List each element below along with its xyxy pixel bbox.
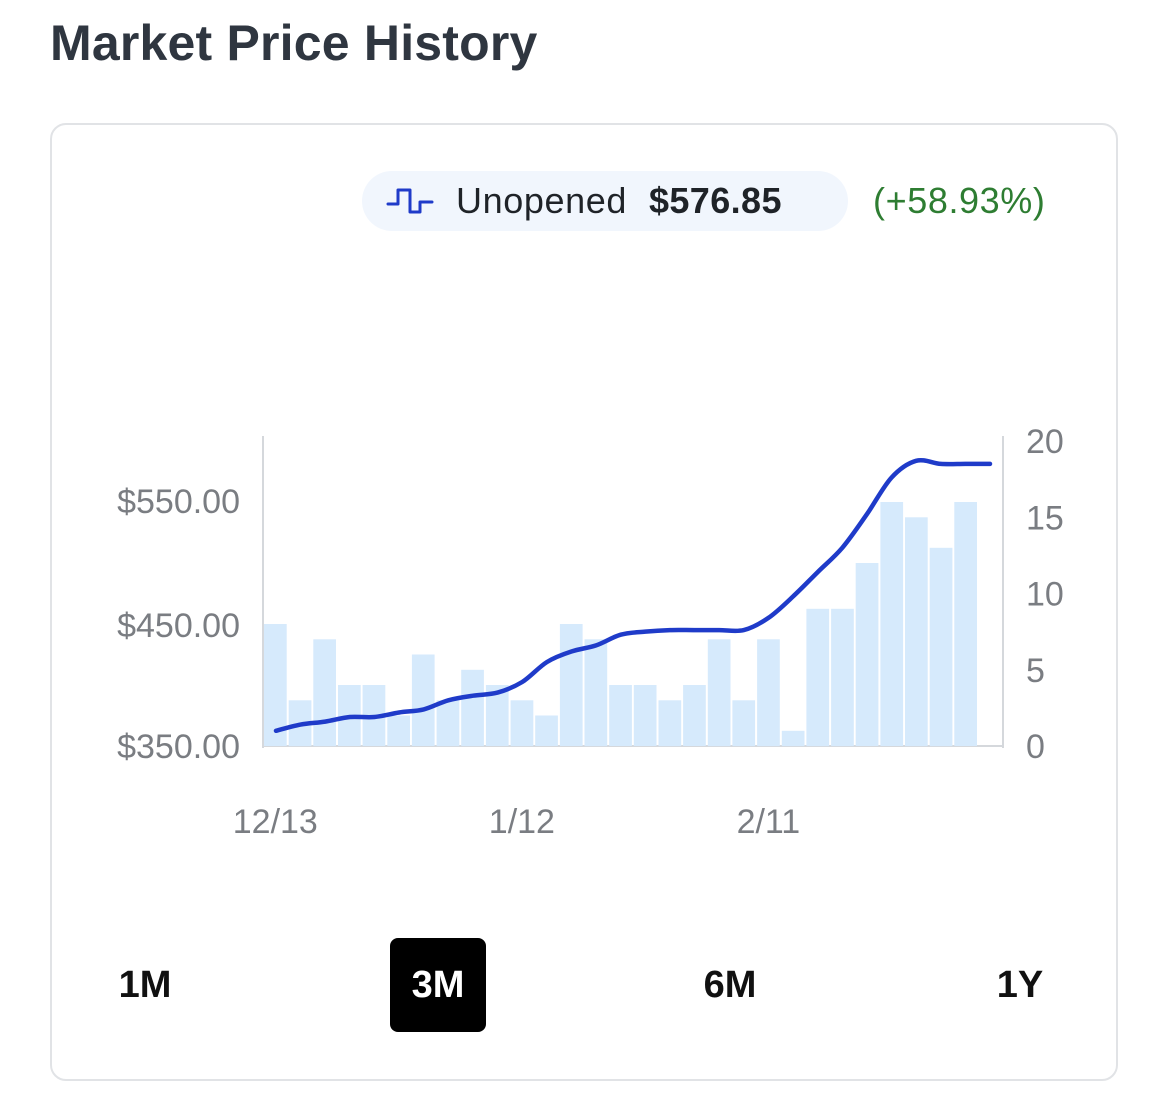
legend-series-name: Unopened (456, 180, 627, 221)
right-axis-tick-label: 20 (1026, 423, 1064, 461)
left-axis-tick-label: $550.00 (117, 483, 240, 521)
volume-bar (707, 639, 731, 747)
legend-pill: Unopened $576.85 (362, 171, 848, 231)
range-button-6m[interactable]: 6M (703, 963, 757, 1006)
volume-bar (658, 700, 682, 747)
x-axis-tick-label: 2/11 (737, 803, 801, 841)
step-line-icon (386, 188, 434, 214)
volume-bar (806, 608, 830, 747)
volume-bar (387, 715, 410, 746)
volume-bar (929, 547, 953, 747)
range-button-3m[interactable]: 3M (390, 938, 486, 1032)
volume-bar (510, 700, 534, 747)
x-axis-tick-label: 1/12 (489, 803, 555, 841)
volume-bar (313, 639, 336, 747)
volume-bar (880, 502, 904, 746)
volume-bar (411, 654, 435, 746)
right-axis-tick-label: 10 (1026, 576, 1064, 614)
legend-price: $576.85 (648, 180, 782, 221)
left-axis-tick-label: $350.00 (117, 728, 240, 766)
range-button-1y[interactable]: 1Y (996, 963, 1044, 1006)
range-button-1m[interactable]: 1M (118, 963, 172, 1006)
volume-bar (461, 669, 484, 747)
volume-bar (905, 517, 928, 747)
volume-bar (855, 563, 879, 746)
volume-bar (485, 685, 509, 746)
volume-bar (954, 502, 977, 746)
volume-bar (559, 624, 583, 746)
page-title: Market Price History (50, 15, 538, 71)
right-axis-tick-label: 15 (1026, 499, 1064, 537)
volume-bar (831, 608, 854, 747)
right-axis-tick-label: 0 (1026, 728, 1045, 766)
x-axis-tick-label: 12/13 (233, 803, 318, 841)
volume-bar (609, 685, 632, 746)
volume-bar (584, 639, 608, 747)
price-line (273, 457, 993, 734)
legend-change-percent: (+58.93%) (873, 180, 1046, 221)
volume-bar (732, 700, 756, 747)
volume-bar (633, 685, 657, 746)
volume-bar (781, 730, 805, 747)
right-axis-tick-label: 5 (1026, 652, 1045, 690)
volume-bar (757, 639, 780, 747)
volume-bar (436, 700, 460, 747)
volume-bar (264, 624, 287, 746)
volume-bar (535, 715, 558, 746)
left-axis-tick-label: $450.00 (117, 607, 240, 645)
volume-bar (683, 685, 706, 746)
